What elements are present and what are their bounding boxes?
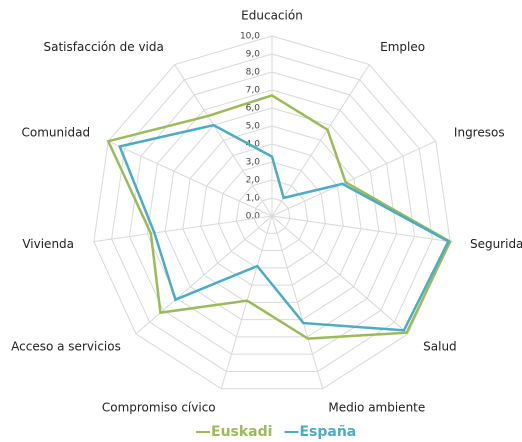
r-tick-label: 5,0	[246, 122, 261, 132]
spoke	[271, 215, 324, 389]
r-tick-label: 1,0	[246, 194, 261, 204]
r-tick-label: 6,0	[246, 104, 261, 114]
r-tick-label: 3,0	[246, 158, 261, 168]
axis-label: Ingresos	[454, 125, 505, 139]
grid-ring	[128, 71, 416, 355]
spoke	[271, 64, 370, 217]
grid-ring	[235, 179, 309, 252]
grid-ring	[93, 35, 451, 390]
r-tick-label: 10,0	[240, 32, 260, 42]
r-tick-label: 2,0	[246, 176, 261, 186]
grid-ring	[182, 125, 362, 303]
series-line	[106, 94, 452, 340]
r-tick-label: 9,0	[246, 50, 261, 60]
grid-ring	[253, 197, 291, 234]
legend-label: España	[299, 424, 356, 440]
spoke	[271, 215, 451, 243]
axis-label: Comunidad	[22, 125, 91, 139]
r-tick-label: 8,0	[246, 68, 261, 78]
legend-label: Euskadi	[211, 424, 272, 440]
spoke	[220, 215, 273, 389]
axis-label: Acceso a servicios	[11, 339, 121, 353]
axis-label: Educación	[241, 9, 303, 23]
axis-label: Vivienda	[22, 237, 74, 251]
axis-label: Medio ambiente	[328, 400, 425, 414]
spoke	[271, 140, 436, 217]
axis-label: Satisfacción de vida	[44, 40, 164, 54]
grid-ring	[111, 53, 433, 372]
grid-ring	[164, 107, 380, 321]
spoke	[93, 215, 273, 243]
grid-ring	[146, 89, 398, 338]
axis-label: Empleo	[380, 40, 425, 54]
spoke	[174, 64, 273, 217]
r-tick-label: 7,0	[246, 86, 261, 96]
series-line	[118, 123, 451, 332]
r-tick-label: 0,0	[246, 212, 261, 222]
spoke	[108, 140, 273, 217]
axis-label: Seguridad	[470, 237, 522, 251]
axis-label: Compromiso cívico	[102, 400, 216, 414]
r-tick-label: 4,0	[246, 140, 261, 150]
spoke	[271, 215, 409, 335]
axis-label: Salud	[423, 339, 457, 353]
spoke	[135, 215, 273, 335]
